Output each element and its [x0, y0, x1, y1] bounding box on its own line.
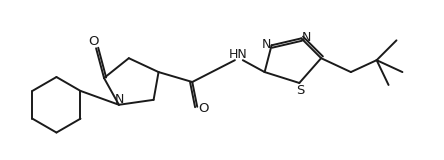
Text: N: N: [115, 93, 125, 106]
Text: O: O: [198, 102, 208, 115]
Text: N: N: [262, 38, 271, 51]
Text: S: S: [296, 84, 305, 97]
Text: HN: HN: [229, 48, 247, 61]
Text: O: O: [88, 35, 99, 48]
Text: N: N: [301, 31, 311, 44]
